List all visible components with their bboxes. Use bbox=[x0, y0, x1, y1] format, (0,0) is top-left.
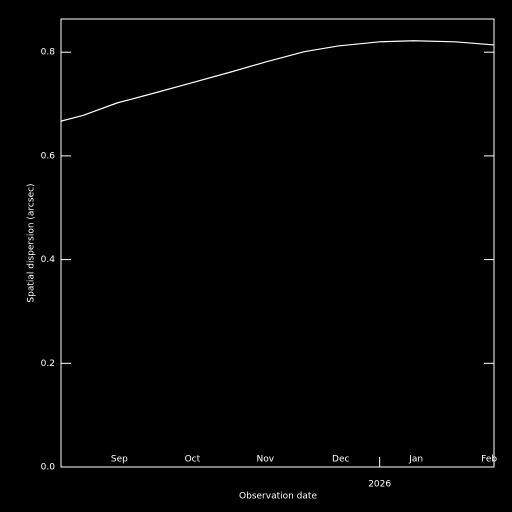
data-line bbox=[61, 40, 494, 122]
y-tick-label: 0.6 bbox=[41, 151, 56, 161]
y-tick-label: 0.0 bbox=[41, 463, 56, 473]
y-tick-label: 0.8 bbox=[41, 48, 56, 58]
x-tick-label: Feb bbox=[481, 455, 497, 465]
x-tick-label: Dec bbox=[332, 455, 349, 465]
x-tick-label: Sep bbox=[111, 455, 128, 465]
x-axis-title: Observation date bbox=[239, 492, 317, 502]
x-tick-label: Nov bbox=[257, 455, 275, 465]
y-tick-label: 0.4 bbox=[41, 255, 56, 265]
x-tick-label: Oct bbox=[185, 455, 201, 465]
x-year-label: 2026 bbox=[368, 480, 391, 490]
y-axis-title: Spatial dispersion (arcsec) bbox=[27, 183, 37, 302]
plot-frame bbox=[60, 18, 495, 468]
y-tick-label: 0.2 bbox=[41, 359, 55, 369]
x-tick-label: Jan bbox=[408, 455, 423, 465]
